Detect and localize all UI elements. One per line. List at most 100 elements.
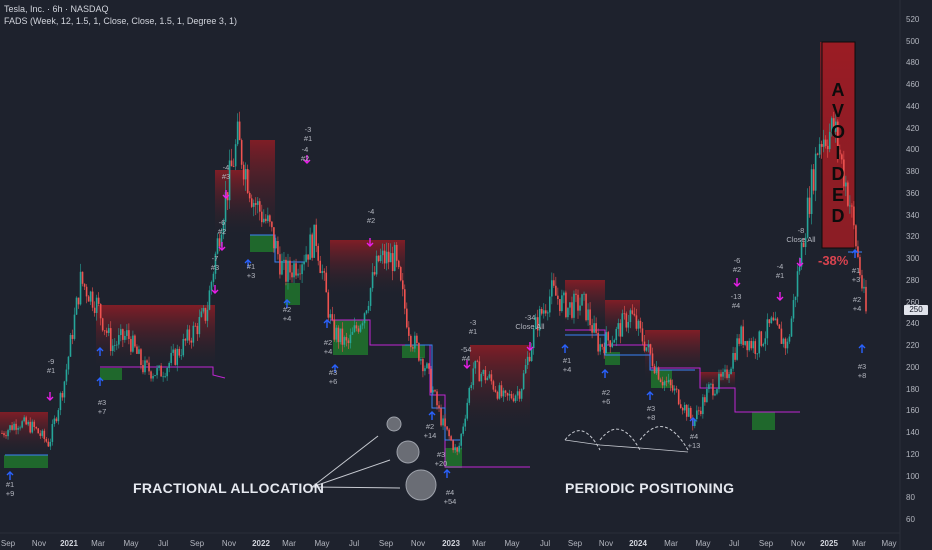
candle-body (726, 369, 728, 378)
sell-arrow-icon (733, 278, 741, 287)
candle-body (158, 365, 160, 368)
sell-zone (215, 170, 250, 235)
candle-body (810, 169, 813, 214)
candle-body (107, 328, 110, 333)
candle-body (234, 144, 237, 167)
candle-body (361, 323, 364, 326)
candle-body (186, 329, 189, 341)
buy-arrow-icon (443, 469, 451, 478)
candle-body (756, 353, 759, 355)
candle-body (538, 309, 541, 331)
candle-body (828, 131, 831, 150)
candle-body (734, 353, 736, 360)
avoided-letter: A (831, 80, 845, 100)
allocation-circle-icon (405, 469, 437, 501)
candle-body (267, 215, 269, 222)
candle-body (740, 326, 742, 344)
buy-zone (605, 352, 620, 365)
candle-body (430, 368, 432, 393)
candle-body (103, 330, 106, 332)
trade-annotation-line: +9 (5, 489, 15, 498)
trade-annotation: -9 #1 (47, 357, 55, 375)
candle-body (655, 367, 658, 374)
candle-body (230, 160, 233, 167)
trade-annotation-line: #4 (731, 301, 741, 310)
candle-body (317, 245, 319, 261)
candle-body (724, 369, 726, 372)
x-tick-label: Nov (221, 539, 237, 548)
trade-annotation-line: #1 (468, 327, 478, 336)
periodic-arc (639, 426, 689, 451)
candle-body (81, 271, 84, 284)
candle-body (784, 338, 787, 349)
candle-body (258, 201, 261, 212)
y-tick-label: 280 (906, 275, 920, 285)
candle-body (700, 410, 702, 415)
y-tick-label: 340 (906, 210, 920, 220)
candle-body (583, 293, 585, 295)
candle-body (79, 271, 82, 305)
candle-body (563, 292, 565, 296)
x-tick-label: Sep (0, 539, 16, 548)
x-tick-label: Sep (567, 539, 583, 548)
candle-body (242, 164, 245, 180)
x-tick-label: Mar (282, 539, 296, 548)
candle-body (845, 182, 847, 187)
x-tick-label: May (314, 539, 330, 548)
trade-annotation-line: #1 (246, 262, 256, 271)
candle-body (206, 309, 209, 321)
candle-body (746, 341, 748, 351)
candle-body (804, 237, 807, 248)
candle-body (305, 254, 307, 262)
candle-body (770, 317, 773, 324)
candle-body (780, 328, 783, 344)
trade-annotation: -3 #1 (469, 318, 477, 336)
trade-annotation: #4 +13 (688, 432, 701, 450)
allocation-zones (0, 41, 856, 468)
candle-body (190, 340, 193, 343)
candle-body (91, 291, 94, 308)
candle-body (154, 375, 156, 376)
trade-annotation-line: #1 (851, 266, 861, 275)
trade-annotation-line: #2 (852, 295, 862, 304)
candle-body (843, 159, 845, 187)
candle-body (544, 310, 547, 314)
candle-body (712, 383, 714, 396)
candle-body (720, 373, 722, 377)
candle-body (120, 329, 122, 336)
candle-body (381, 250, 384, 256)
candle-body (53, 418, 56, 425)
candle-body (561, 295, 563, 312)
pointer-arrow (311, 435, 379, 488)
candle-body (669, 379, 672, 386)
candle-body (420, 359, 422, 361)
candle-body (460, 433, 462, 446)
candle-body (442, 418, 444, 426)
trade-annotation: -34 Close All (515, 313, 544, 331)
candle-body (412, 347, 414, 349)
candle-body (472, 368, 475, 386)
candle-body (291, 272, 293, 278)
trade-annotation-line: -3 (469, 318, 477, 327)
trade-annotation: -4 #2 (301, 145, 309, 163)
candle-body (647, 344, 650, 348)
candle-body (87, 296, 90, 302)
candle-body (174, 349, 177, 365)
candle-body (89, 291, 92, 302)
candle-body (496, 391, 499, 399)
candle-body (178, 348, 181, 356)
x-tick-label: May (881, 539, 897, 548)
allocation-circle-icon (396, 440, 420, 464)
trade-annotation-line: +13 (687, 441, 701, 450)
y-tick-label: 460 (906, 80, 920, 90)
trade-annotation-line: -7 (211, 254, 219, 263)
candle-body (619, 323, 622, 337)
candle-body (502, 390, 505, 397)
candle-body (198, 316, 201, 335)
candle-body (728, 374, 730, 378)
trade-annotation: #4 +54 (444, 488, 457, 506)
sell-arrow-icon (303, 155, 311, 164)
y-tick-label: 520 (906, 15, 920, 24)
candle-body (557, 295, 559, 300)
